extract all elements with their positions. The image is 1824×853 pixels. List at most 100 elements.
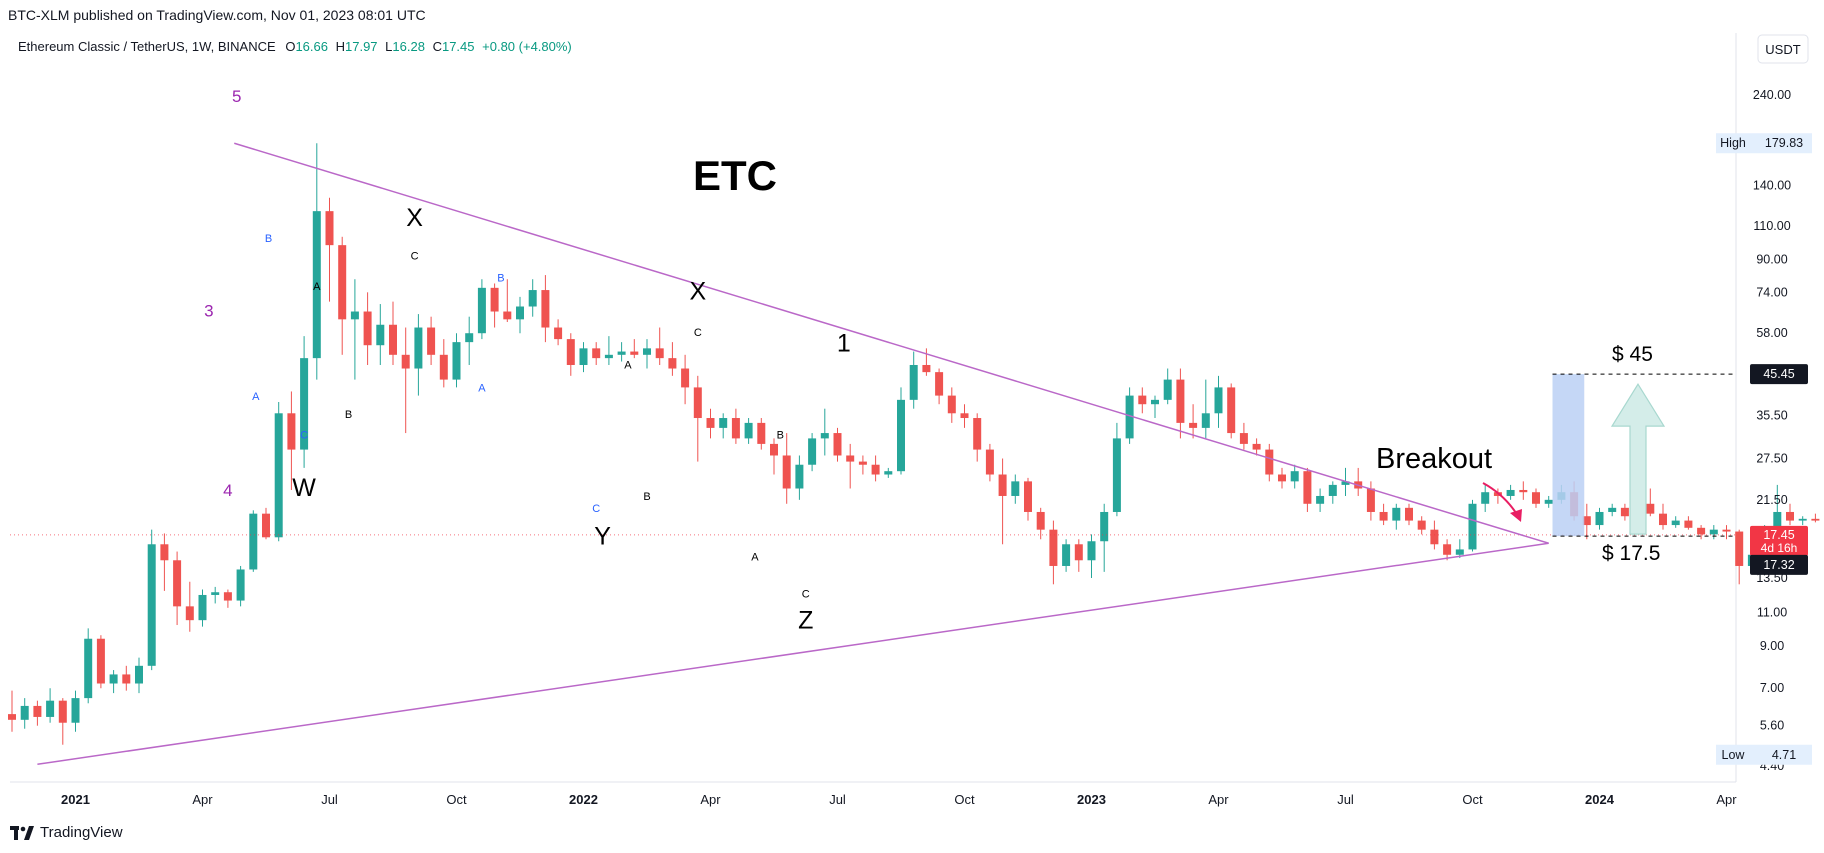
level-tag: 45.45 — [1750, 364, 1808, 385]
currency-button[interactable]: USDT — [1757, 34, 1809, 64]
candle-body — [897, 399, 905, 472]
candle — [808, 433, 817, 472]
candle-body — [770, 443, 778, 456]
candle — [566, 333, 575, 376]
close-value: 17.45 — [442, 39, 475, 54]
candle — [985, 443, 994, 482]
candle-body — [1595, 511, 1604, 526]
symbol-name: Ethereum Classic / TetherUS, 1W, BINANCE — [18, 39, 276, 54]
candle-body — [223, 592, 232, 601]
candle — [363, 292, 372, 365]
wave-label: A — [751, 551, 759, 563]
y-tick-label: 58.00 — [1756, 326, 1787, 340]
candle — [1684, 516, 1693, 530]
candle — [173, 551, 182, 626]
candle-body — [1735, 531, 1744, 566]
wave-label: B — [265, 233, 272, 245]
candle — [427, 316, 436, 365]
candle-body — [465, 333, 474, 343]
y-tick-label: 9.00 — [1760, 639, 1784, 653]
tradingview-logo[interactable]: TradingView — [10, 824, 123, 841]
candles-layer — [8, 143, 1820, 745]
wave-label: X — [406, 204, 423, 232]
candle — [579, 342, 588, 373]
breakout-arrow-head — [1510, 509, 1522, 522]
candle — [1697, 525, 1706, 540]
candle — [262, 507, 270, 540]
y-tick-label: 21.50 — [1756, 493, 1787, 507]
wave-label: 4 — [223, 481, 232, 500]
x-tick-label: Jul — [829, 792, 846, 807]
candle-body — [1163, 379, 1172, 400]
candle-body — [503, 311, 512, 320]
candle — [998, 458, 1007, 545]
candle — [109, 670, 118, 694]
chart-canvas[interactable]: Ethereum Classic / TetherUS, 1W, BINANCE… — [0, 0, 1824, 820]
candle-body — [1532, 492, 1540, 504]
candle-body — [147, 544, 156, 666]
candle-body — [1392, 507, 1401, 521]
y-tick-label: 35.50 — [1756, 409, 1787, 423]
candle — [325, 197, 334, 302]
candle-body — [363, 311, 372, 346]
time-axis[interactable]: 2021 Apr Jul Oct 2022 Apr Jul Oct 2023 Apr Jul Oct 2… — [61, 792, 1737, 807]
candle — [1303, 467, 1312, 512]
candle-body — [681, 368, 690, 388]
price-label-name: Low — [1722, 748, 1746, 762]
candle-body — [1062, 544, 1071, 566]
candle-body — [1786, 511, 1794, 521]
candle-body — [1252, 443, 1261, 450]
candle — [1468, 499, 1477, 552]
price-label-bg — [1716, 744, 1812, 765]
candle — [1608, 503, 1617, 517]
candle-body — [871, 464, 880, 475]
wave-label: 5 — [232, 87, 241, 106]
candle-body — [516, 306, 524, 320]
breakout-label: Breakout — [1376, 443, 1492, 475]
annotations-layer — [1482, 373, 1736, 537]
candle-body — [1379, 511, 1388, 521]
candle-body — [46, 700, 55, 717]
candle-body — [1201, 413, 1210, 428]
candle — [858, 455, 867, 475]
candle — [1290, 464, 1299, 489]
price-label-value: 179.83 — [1765, 136, 1803, 150]
wave-label: B — [497, 272, 504, 284]
candle — [833, 427, 842, 462]
candle — [1049, 520, 1058, 585]
upper-trendline — [234, 142, 1549, 544]
candle-body — [389, 324, 397, 355]
candle — [1786, 503, 1794, 526]
candle-body — [58, 700, 67, 723]
x-tick-label: Oct — [446, 792, 467, 807]
candle — [46, 688, 55, 723]
candle — [1163, 368, 1172, 405]
candle — [249, 510, 258, 572]
candle-body — [1328, 484, 1337, 496]
candle-body — [833, 433, 842, 456]
candle-body — [185, 606, 194, 621]
price-axis[interactable]: 240.00180.00140.00110.0090.0074.0058.004… — [1716, 88, 1812, 773]
candle-body — [1455, 549, 1464, 555]
candle-body — [1697, 527, 1706, 535]
current-price-bg — [1750, 525, 1808, 556]
candle — [1544, 495, 1553, 508]
candle — [503, 279, 512, 323]
x-tick-label: 2022 — [569, 792, 598, 807]
candle — [1087, 534, 1096, 578]
candle-body — [325, 211, 334, 246]
x-tick-label: Apr — [1716, 792, 1737, 807]
candle-body — [1011, 481, 1020, 496]
candle — [617, 342, 626, 362]
candle-body — [1087, 541, 1096, 561]
current-price-countdown: 4d 16h — [1761, 541, 1798, 555]
chart-title: ETC — [693, 152, 777, 199]
candle — [1328, 481, 1337, 504]
candle — [1062, 539, 1071, 572]
wave-label: X — [689, 277, 706, 305]
candle — [1366, 481, 1375, 521]
candle-body — [477, 287, 486, 334]
candle — [693, 375, 702, 462]
y-tick-label: 5.60 — [1760, 719, 1784, 733]
